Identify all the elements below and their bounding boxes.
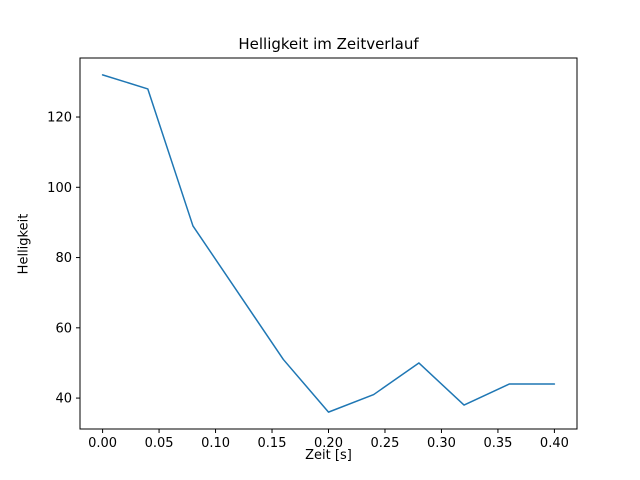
x-tick-label: 0.35 [483, 436, 512, 451]
y-tick-label: 100 [47, 181, 72, 196]
y-tick-label: 80 [55, 251, 72, 266]
y-tick-label: 40 [55, 392, 72, 407]
axes-spines [79, 57, 578, 430]
x-tick-label: 0.30 [427, 436, 456, 451]
y-axis-label: Helligkeit [16, 213, 32, 275]
x-tick-label: 0.15 [258, 436, 287, 451]
y-tick-label: 120 [47, 111, 72, 126]
x-axis-label: Zeit [s] [305, 448, 352, 463]
x-tick-label: 0.00 [88, 436, 117, 451]
x-tick-label: 0.05 [145, 436, 174, 451]
y-tick-label: 60 [55, 321, 72, 336]
chart-title: Helligkeit im Zeitverlauf [238, 35, 419, 53]
x-tick-label: 0.25 [371, 436, 400, 451]
x-tick-label: 0.10 [201, 436, 230, 451]
x-tick-label: 0.20 [314, 436, 343, 451]
data-line-series [101, 74, 556, 413]
x-tick-label: 0.40 [540, 436, 569, 451]
